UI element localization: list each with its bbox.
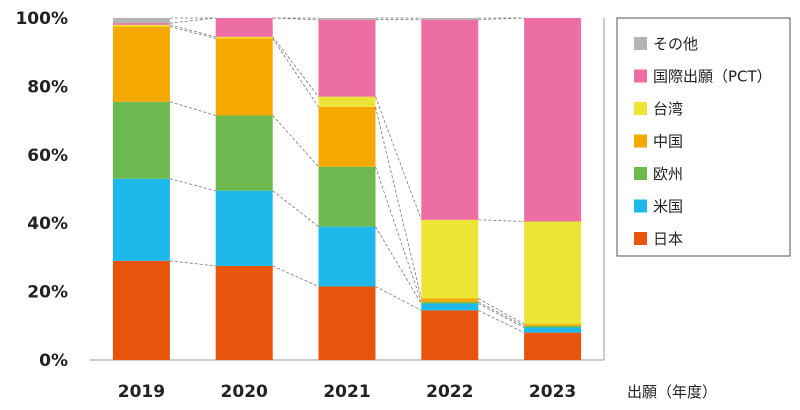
bar-segment xyxy=(421,298,479,302)
bar-segment xyxy=(215,38,273,116)
connector-lines xyxy=(169,17,525,333)
connector-line xyxy=(375,226,422,304)
bar-segment xyxy=(215,115,273,191)
bar-segment xyxy=(421,19,479,220)
connector-line xyxy=(375,286,422,311)
bar-segment xyxy=(112,26,170,102)
connector-line xyxy=(478,298,525,325)
x-axis-ticks: 2019 2020 2021 2022 2023 xyxy=(118,382,577,402)
bar-segment xyxy=(318,96,376,107)
connector-line xyxy=(375,106,422,299)
connector-line xyxy=(375,96,422,220)
x-tick-label: 2023 xyxy=(529,382,576,402)
bar-segment xyxy=(524,221,582,325)
legend-swatch xyxy=(634,69,647,83)
bar-segment xyxy=(421,18,479,20)
legend-swatch xyxy=(634,167,647,180)
legend-label: 米国 xyxy=(653,198,683,216)
bars xyxy=(112,18,582,360)
connector-line xyxy=(169,178,216,192)
connector-line xyxy=(169,17,216,24)
bar-segment xyxy=(112,23,170,25)
bar-segment xyxy=(215,190,273,266)
bar-segment xyxy=(112,101,170,179)
bar-segment xyxy=(318,286,376,360)
bar-segment xyxy=(215,36,273,39)
bar-segment xyxy=(421,310,479,360)
connector-line xyxy=(169,26,216,39)
bar-segment xyxy=(112,260,170,360)
bar-segment xyxy=(318,18,376,20)
bar-segment xyxy=(524,327,582,333)
x-tick-label: 2021 xyxy=(323,382,370,402)
bar-segment xyxy=(421,303,479,311)
y-tick-label: 80% xyxy=(27,77,68,97)
bar-segment xyxy=(524,324,582,326)
legend-label: 日本 xyxy=(653,230,683,248)
x-tick-label: 2022 xyxy=(426,382,473,402)
y-tick-label: 60% xyxy=(27,146,68,166)
connector-line xyxy=(272,36,319,97)
bar-segment xyxy=(524,332,582,360)
connector-line xyxy=(272,265,319,287)
y-tick-label: 20% xyxy=(27,283,68,303)
bar-segment xyxy=(215,18,273,37)
bar-segment xyxy=(215,265,273,360)
bar-segment xyxy=(524,325,582,328)
connector-line xyxy=(478,303,525,328)
legend-label: 欧州 xyxy=(653,165,683,183)
connector-line xyxy=(169,24,216,38)
connector-line xyxy=(272,38,319,108)
x-tick-label: 2019 xyxy=(118,382,165,402)
x-tick-label: 2020 xyxy=(221,382,268,402)
bar-segment xyxy=(318,106,376,167)
connector-line xyxy=(169,260,216,267)
legend-swatch xyxy=(634,199,647,213)
connector-line xyxy=(272,115,319,168)
legend-swatch xyxy=(634,37,647,50)
legend-swatch xyxy=(634,134,647,148)
connector-line xyxy=(478,301,525,327)
legend-swatch xyxy=(634,232,647,245)
legend-swatch xyxy=(634,102,647,115)
y-axis-ticks: 0% 20% 40% 60% 80% 100% xyxy=(15,9,68,371)
bar-segment xyxy=(318,226,376,287)
bar-segment xyxy=(524,18,582,222)
connector-line xyxy=(478,310,525,333)
legend-label: 台湾 xyxy=(653,100,683,118)
bar-segment xyxy=(318,19,376,97)
legend-label: 中国 xyxy=(653,133,683,151)
connector-line xyxy=(169,101,216,116)
y-tick-label: 40% xyxy=(27,214,68,234)
y-tick-label: 0% xyxy=(39,351,68,371)
connector-line xyxy=(272,190,319,227)
legend-label: 国際出願（PCT） xyxy=(653,68,772,86)
legend-label: その他 xyxy=(653,35,698,53)
connector-line xyxy=(478,219,525,222)
y-tick-label: 100% xyxy=(15,9,68,29)
connector-line xyxy=(375,166,422,302)
bar-segment xyxy=(112,18,170,24)
x-axis-label: 出願（年度） xyxy=(627,383,717,401)
bar-segment xyxy=(112,178,170,261)
connector-line xyxy=(478,17,525,21)
bar-segment xyxy=(421,219,479,299)
bar-segment xyxy=(112,24,170,27)
bar-segment xyxy=(421,301,479,304)
bar-segment xyxy=(318,166,376,227)
